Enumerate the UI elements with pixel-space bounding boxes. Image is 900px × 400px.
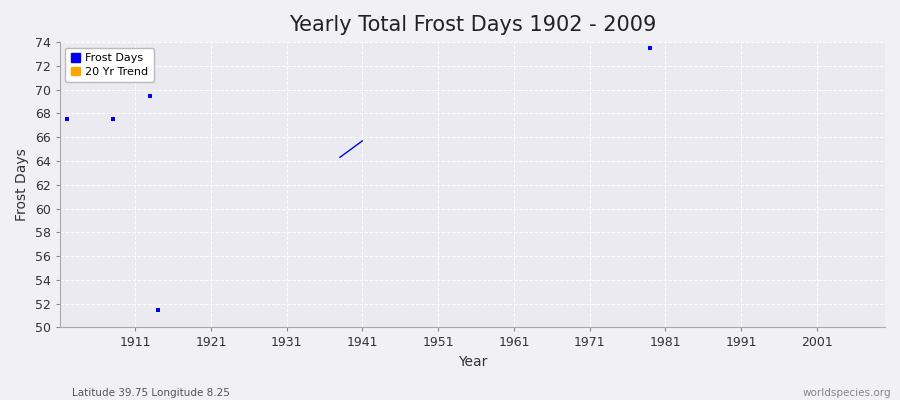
Point <box>105 116 120 122</box>
Point <box>60 116 75 122</box>
Y-axis label: Frost Days: Frost Days <box>15 148 29 221</box>
Title: Yearly Total Frost Days 1902 - 2009: Yearly Total Frost Days 1902 - 2009 <box>289 15 656 35</box>
Text: Latitude 39.75 Longitude 8.25: Latitude 39.75 Longitude 8.25 <box>72 388 230 398</box>
Legend: Frost Days, 20 Yr Trend: Frost Days, 20 Yr Trend <box>65 48 154 82</box>
X-axis label: Year: Year <box>457 355 487 369</box>
Point <box>151 306 166 313</box>
Text: worldspecies.org: worldspecies.org <box>803 388 891 398</box>
Point <box>643 45 657 51</box>
Point <box>143 92 157 99</box>
